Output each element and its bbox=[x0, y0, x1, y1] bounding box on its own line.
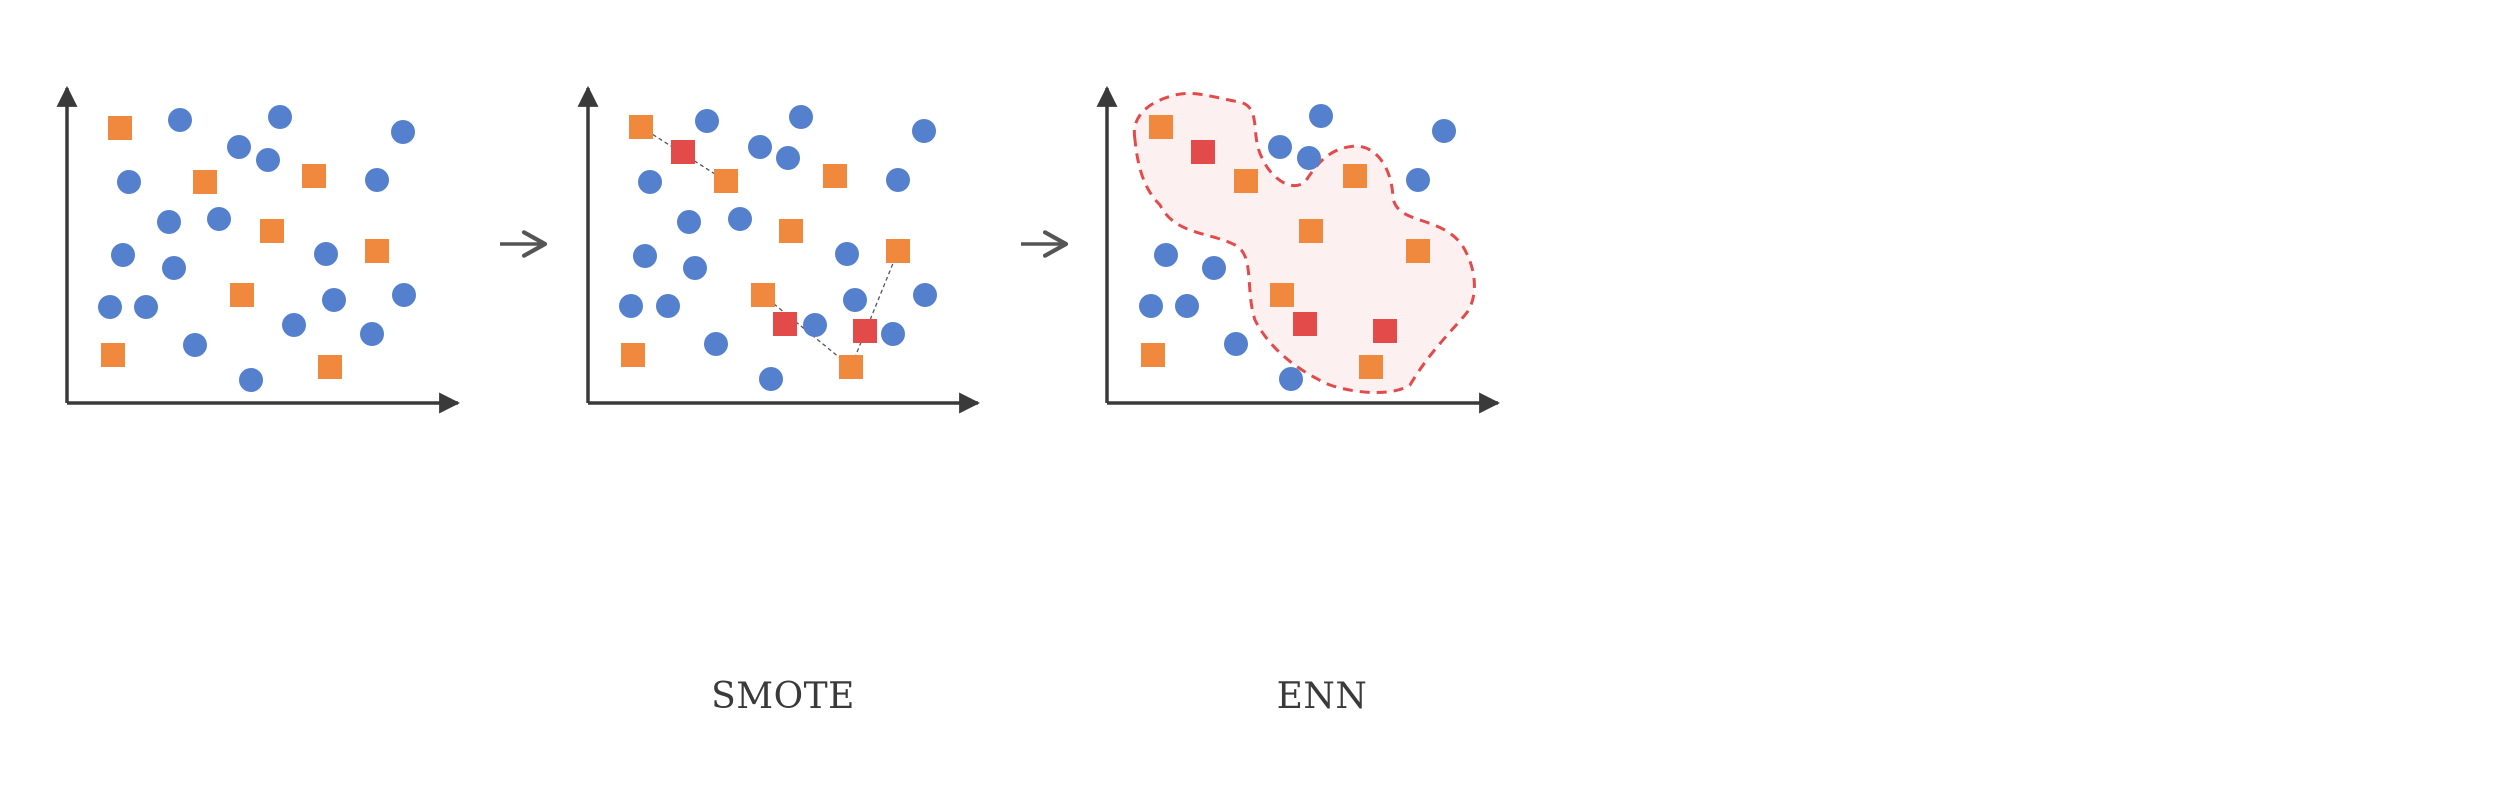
panel-2-majority-point-13 bbox=[619, 294, 643, 318]
panel-1-majority-point-16 bbox=[392, 283, 416, 307]
panel-2-majority-point-18 bbox=[881, 322, 905, 346]
smote-label: SMOTE bbox=[711, 676, 855, 717]
panel-2-majority-point-8 bbox=[677, 210, 701, 234]
panel-1-minority-point-3 bbox=[302, 164, 326, 188]
panel-3-minority-point-1 bbox=[1149, 115, 1173, 139]
panel-2-minority-point-6 bbox=[751, 283, 775, 307]
panel-2-minority-point-4 bbox=[779, 219, 803, 243]
panel-2-synthetic-point-1 bbox=[671, 140, 695, 164]
panel-2-majority-point-2 bbox=[789, 105, 813, 129]
panel-1-majority-point-1 bbox=[168, 108, 192, 132]
panel-3-majority-point-4 bbox=[1297, 146, 1321, 170]
panel-3-majority-point-2 bbox=[1432, 119, 1456, 143]
panel-3-majority-point-1 bbox=[1309, 104, 1333, 128]
panel-3-minority-point-4 bbox=[1299, 219, 1323, 243]
panel-3-synthetic-point-3 bbox=[1373, 319, 1397, 343]
panel-2-majority-point-20 bbox=[759, 367, 783, 391]
panel-2-majority-point-5 bbox=[776, 146, 800, 170]
panel-2-majority-point-14 bbox=[656, 294, 680, 318]
panel-1-majority-point-19 bbox=[183, 333, 207, 357]
panel-1-majority-point-18 bbox=[360, 322, 384, 346]
panel-2-minority-point-1 bbox=[629, 115, 653, 139]
panel-1-majority-point-7 bbox=[365, 168, 389, 192]
enn-label: ENN bbox=[1276, 676, 1368, 717]
panel-1-minority-point-6 bbox=[230, 283, 254, 307]
panel-1-minority-point-7 bbox=[101, 343, 125, 367]
panel-2-majority-point-16 bbox=[913, 283, 937, 307]
panel-1-axes bbox=[56, 85, 461, 414]
panel-3-majority-point-6 bbox=[1154, 243, 1178, 267]
panel-1-majority-point-8 bbox=[157, 210, 181, 234]
panel-3-minority-point-5 bbox=[1406, 239, 1430, 263]
panel-3-majority-point-5 bbox=[1406, 168, 1430, 192]
panel-1-majority-point-11 bbox=[162, 256, 186, 280]
panel-1-majority-point-9 bbox=[207, 207, 231, 231]
panel-2-majority-point-15 bbox=[843, 288, 867, 312]
panel-1-majority-point-12 bbox=[314, 242, 338, 266]
data-points bbox=[98, 104, 1456, 392]
panel-2-majority-point-7 bbox=[886, 168, 910, 192]
panel-1-majority-point-13 bbox=[98, 295, 122, 319]
panel-2-synthetic-point-3 bbox=[853, 319, 877, 343]
panel-2-synthetic-point-2 bbox=[773, 312, 797, 336]
panel-3-minority-point-8 bbox=[1359, 355, 1383, 379]
panel-3-majority-point-9 bbox=[1175, 294, 1199, 318]
panel-2-majority-point-10 bbox=[633, 244, 657, 268]
panel-1-majority-point-20 bbox=[239, 368, 263, 392]
panel-1-majority-point-17 bbox=[282, 313, 306, 337]
panel-3-majority-point-11 bbox=[1279, 367, 1303, 391]
panel-1-minority-point-2 bbox=[193, 170, 217, 194]
panel-2-majority-point-4 bbox=[748, 135, 772, 159]
panel-3-majority-point-8 bbox=[1139, 294, 1163, 318]
panel-3-synthetic-point-2 bbox=[1293, 312, 1317, 336]
panel-2-minority-point-2 bbox=[714, 169, 738, 193]
panel-3-synthetic-point-1 bbox=[1191, 140, 1215, 164]
panel-2-minority-point-5 bbox=[886, 239, 910, 263]
panel-1-majority-point-14 bbox=[134, 295, 158, 319]
panel-3-minority-point-3 bbox=[1343, 164, 1367, 188]
panel-1-majority-point-6 bbox=[117, 170, 141, 194]
panel-2-axes bbox=[577, 85, 981, 414]
panel-1-majority-point-10 bbox=[111, 243, 135, 267]
panel-3-minority-point-7 bbox=[1141, 343, 1165, 367]
panel-1-majority-point-3 bbox=[391, 120, 415, 144]
panel-1-majority-point-2 bbox=[268, 105, 292, 129]
panel-3-majority-point-7 bbox=[1202, 256, 1226, 280]
panel-2-majority-point-19 bbox=[704, 332, 728, 356]
panel-2-minority-point-3 bbox=[823, 164, 847, 188]
panel-3-minority-point-6 bbox=[1270, 283, 1294, 307]
panel-2-majority-point-3 bbox=[912, 119, 936, 143]
panel-1-majority-point-5 bbox=[256, 148, 280, 172]
panel-2-minority-point-7 bbox=[621, 343, 645, 367]
panel-2-majority-point-1 bbox=[695, 109, 719, 133]
panel-1-minority-point-8 bbox=[318, 355, 342, 379]
panel-3-majority-point-10 bbox=[1224, 332, 1248, 356]
panel-2-majority-point-17 bbox=[803, 313, 827, 337]
panel-1-minority-point-5 bbox=[365, 239, 389, 263]
panel-2-majority-point-6 bbox=[638, 170, 662, 194]
panel-2-minority-point-8 bbox=[839, 355, 863, 379]
panel-2-majority-point-12 bbox=[835, 242, 859, 266]
panel-2-majority-point-11 bbox=[683, 256, 707, 280]
panel-3-axes bbox=[1096, 85, 1501, 414]
panel-3-majority-point-3 bbox=[1268, 135, 1292, 159]
panel-1-minority-point-1 bbox=[108, 116, 132, 140]
panel-1-majority-point-4 bbox=[227, 135, 251, 159]
panel-1-majority-point-15 bbox=[322, 288, 346, 312]
panel-1-minority-point-4 bbox=[260, 219, 284, 243]
panel-2-majority-point-9 bbox=[728, 207, 752, 231]
panel-3-minority-point-2 bbox=[1234, 169, 1258, 193]
